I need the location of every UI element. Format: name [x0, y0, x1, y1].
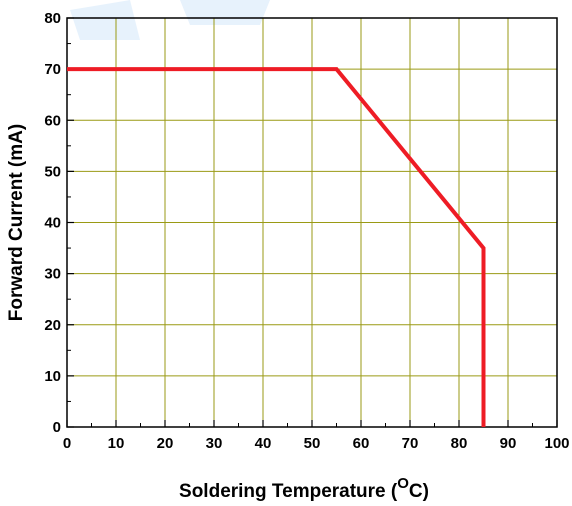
y-tick-label: 60 — [44, 112, 61, 129]
y-tick-label: 0 — [53, 419, 61, 436]
x-tick-label: 80 — [451, 435, 468, 452]
x-tick-label: 40 — [255, 435, 272, 452]
y-tick-label: 10 — [44, 368, 61, 385]
y-tick-label: 40 — [44, 215, 61, 232]
x-axis-title-unit: C) — [409, 481, 429, 502]
series-layer — [67, 67, 486, 427]
y-tick-label: 80 — [44, 10, 61, 27]
minor-ticks — [67, 43, 533, 427]
series-line — [67, 67, 486, 427]
y-axis-title: Forward Current (mA) — [6, 124, 27, 321]
y-tick-labels: 0 10 20 30 40 50 60 70 80 — [44, 10, 61, 436]
x-tick-label: 30 — [206, 435, 223, 452]
y-tick-label: 30 — [44, 266, 61, 283]
x-tick-label: 20 — [157, 435, 174, 452]
x-axis-title: Soldering Temperature (OC) — [179, 475, 429, 502]
x-tick-label: 70 — [402, 435, 419, 452]
x-axis-title-degree: O — [397, 475, 409, 492]
x-tick-label: 60 — [353, 435, 370, 452]
x-tick-label: 50 — [304, 435, 321, 452]
x-axis-title-main: Soldering Temperature ( — [179, 481, 398, 502]
plot-frame — [66, 17, 558, 428]
y-tick-label: 70 — [44, 61, 61, 78]
x-tick-labels: 0 10 20 30 40 50 60 70 80 90 100 — [63, 435, 570, 452]
grid-lines — [67, 18, 557, 427]
y-tick-label: 20 — [44, 317, 61, 334]
x-tick-label: 0 — [63, 435, 71, 452]
x-tick-label: 90 — [500, 435, 517, 452]
x-tick-label: 100 — [544, 435, 569, 452]
y-tick-label: 50 — [44, 163, 61, 180]
x-tick-label: 10 — [108, 435, 125, 452]
